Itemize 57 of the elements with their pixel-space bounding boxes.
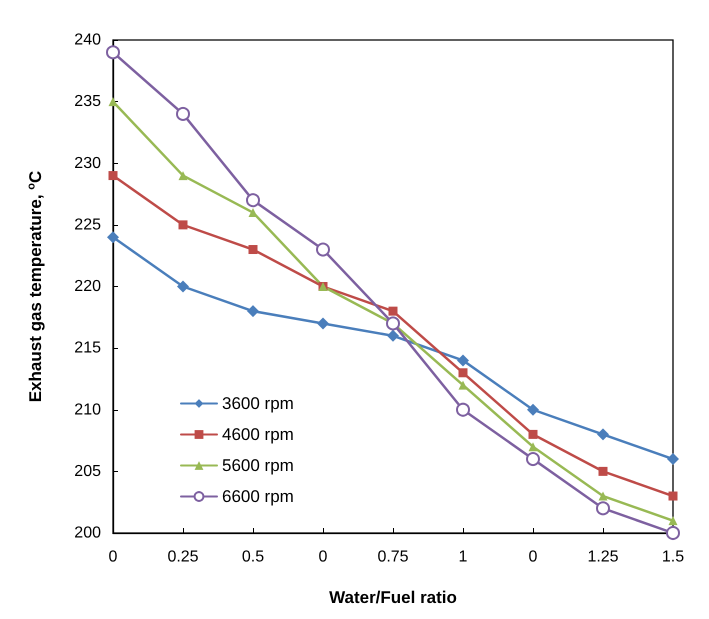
legend-label: 5600 rpm xyxy=(222,456,294,475)
point xyxy=(178,171,188,180)
x-tick-label: 1 xyxy=(458,548,468,566)
point xyxy=(388,306,398,316)
point xyxy=(526,452,540,466)
x-tick-label: 0 xyxy=(318,548,328,566)
y-tick-label: 220 xyxy=(74,278,102,295)
point xyxy=(667,453,679,466)
point xyxy=(456,402,470,417)
point xyxy=(528,430,538,439)
y-tick-label: 235 xyxy=(74,93,102,110)
x-tick-label: 0 xyxy=(108,548,118,566)
point xyxy=(668,492,678,501)
y-axis-title: Exhaust gas temperature, oC xyxy=(26,170,45,402)
y-tick-label: 215 xyxy=(74,340,102,357)
point xyxy=(598,492,608,501)
x-tick-label: 0 xyxy=(528,548,538,566)
legend-label: 4600 rpm xyxy=(222,425,294,444)
point xyxy=(106,45,120,60)
point xyxy=(108,171,118,180)
x-tick-label: 1.5 xyxy=(662,548,684,566)
point xyxy=(527,404,539,416)
point xyxy=(178,220,188,230)
point xyxy=(248,208,258,218)
point xyxy=(457,354,469,366)
legend-label: 3600 rpm xyxy=(222,394,294,413)
legend-label: 6600 rpm xyxy=(222,487,294,506)
x-axis-title: Water/Fuel ratio xyxy=(329,588,457,607)
y-tick-label: 225 xyxy=(74,216,102,234)
point xyxy=(597,428,609,440)
y-tick-label: 200 xyxy=(74,524,102,542)
y-tick-label: 240 xyxy=(74,32,102,48)
point xyxy=(247,305,259,318)
point xyxy=(596,501,610,516)
point xyxy=(177,280,189,292)
point xyxy=(176,106,190,121)
x-tick-label: 0.5 xyxy=(242,548,264,566)
point xyxy=(317,317,329,330)
y-tick-label: 210 xyxy=(74,401,102,418)
x-tick-label: 0.25 xyxy=(167,548,199,566)
point xyxy=(668,516,678,526)
y-tick-label: 230 xyxy=(74,154,102,172)
point xyxy=(248,245,258,254)
point xyxy=(458,368,468,378)
point xyxy=(458,380,468,390)
x-tick-label: 0.75 xyxy=(377,548,409,566)
point xyxy=(107,231,119,244)
point xyxy=(528,442,538,452)
y-tick-label: 205 xyxy=(74,462,102,480)
point xyxy=(316,242,330,257)
point xyxy=(246,193,260,208)
point xyxy=(666,526,680,540)
point xyxy=(386,316,400,330)
point xyxy=(598,466,608,476)
point xyxy=(108,97,118,106)
point xyxy=(387,330,399,342)
x-tick-label: 1.25 xyxy=(587,548,619,566)
